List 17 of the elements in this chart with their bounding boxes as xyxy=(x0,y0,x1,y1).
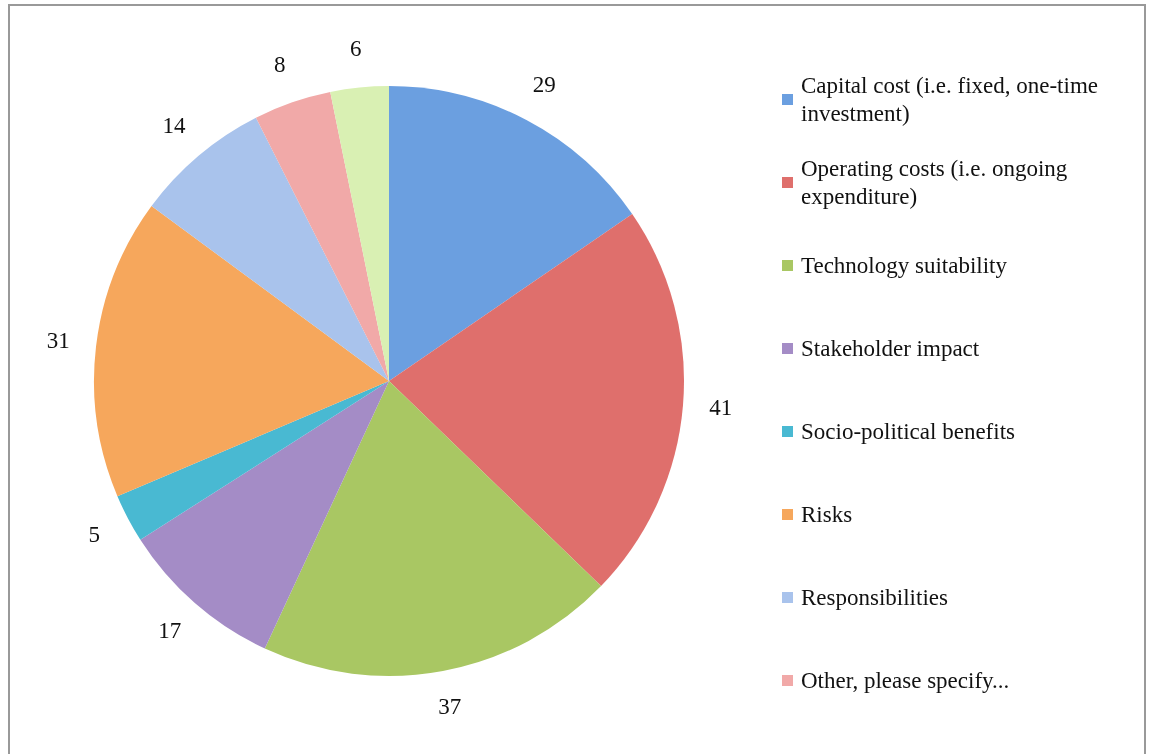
legend-label: Socio-political benefits xyxy=(801,417,1015,446)
legend-label: Operating costs (i.e. ongoing expenditure) xyxy=(801,154,1069,211)
data-label: 6 xyxy=(349,35,362,61)
data-label: 8 xyxy=(274,52,286,78)
data-label: 5 xyxy=(88,522,101,548)
legend-label: Capital cost (i.e. fixed, one-time investment) xyxy=(801,71,1099,128)
data-label: 29 xyxy=(532,72,556,98)
data-label: 41 xyxy=(709,394,733,420)
data-label: 17 xyxy=(158,617,182,643)
data-label: 37 xyxy=(438,694,462,720)
legend-label: Other, please specify... xyxy=(801,666,1010,695)
data-label: 14 xyxy=(162,112,187,138)
legend-label: Stakeholder impact xyxy=(801,334,980,363)
legend-label: Technology suitability xyxy=(801,251,1008,280)
data-label: 31 xyxy=(46,328,70,354)
legend-label: Responsibilities xyxy=(801,583,948,612)
legend-label: Risks xyxy=(801,500,853,529)
